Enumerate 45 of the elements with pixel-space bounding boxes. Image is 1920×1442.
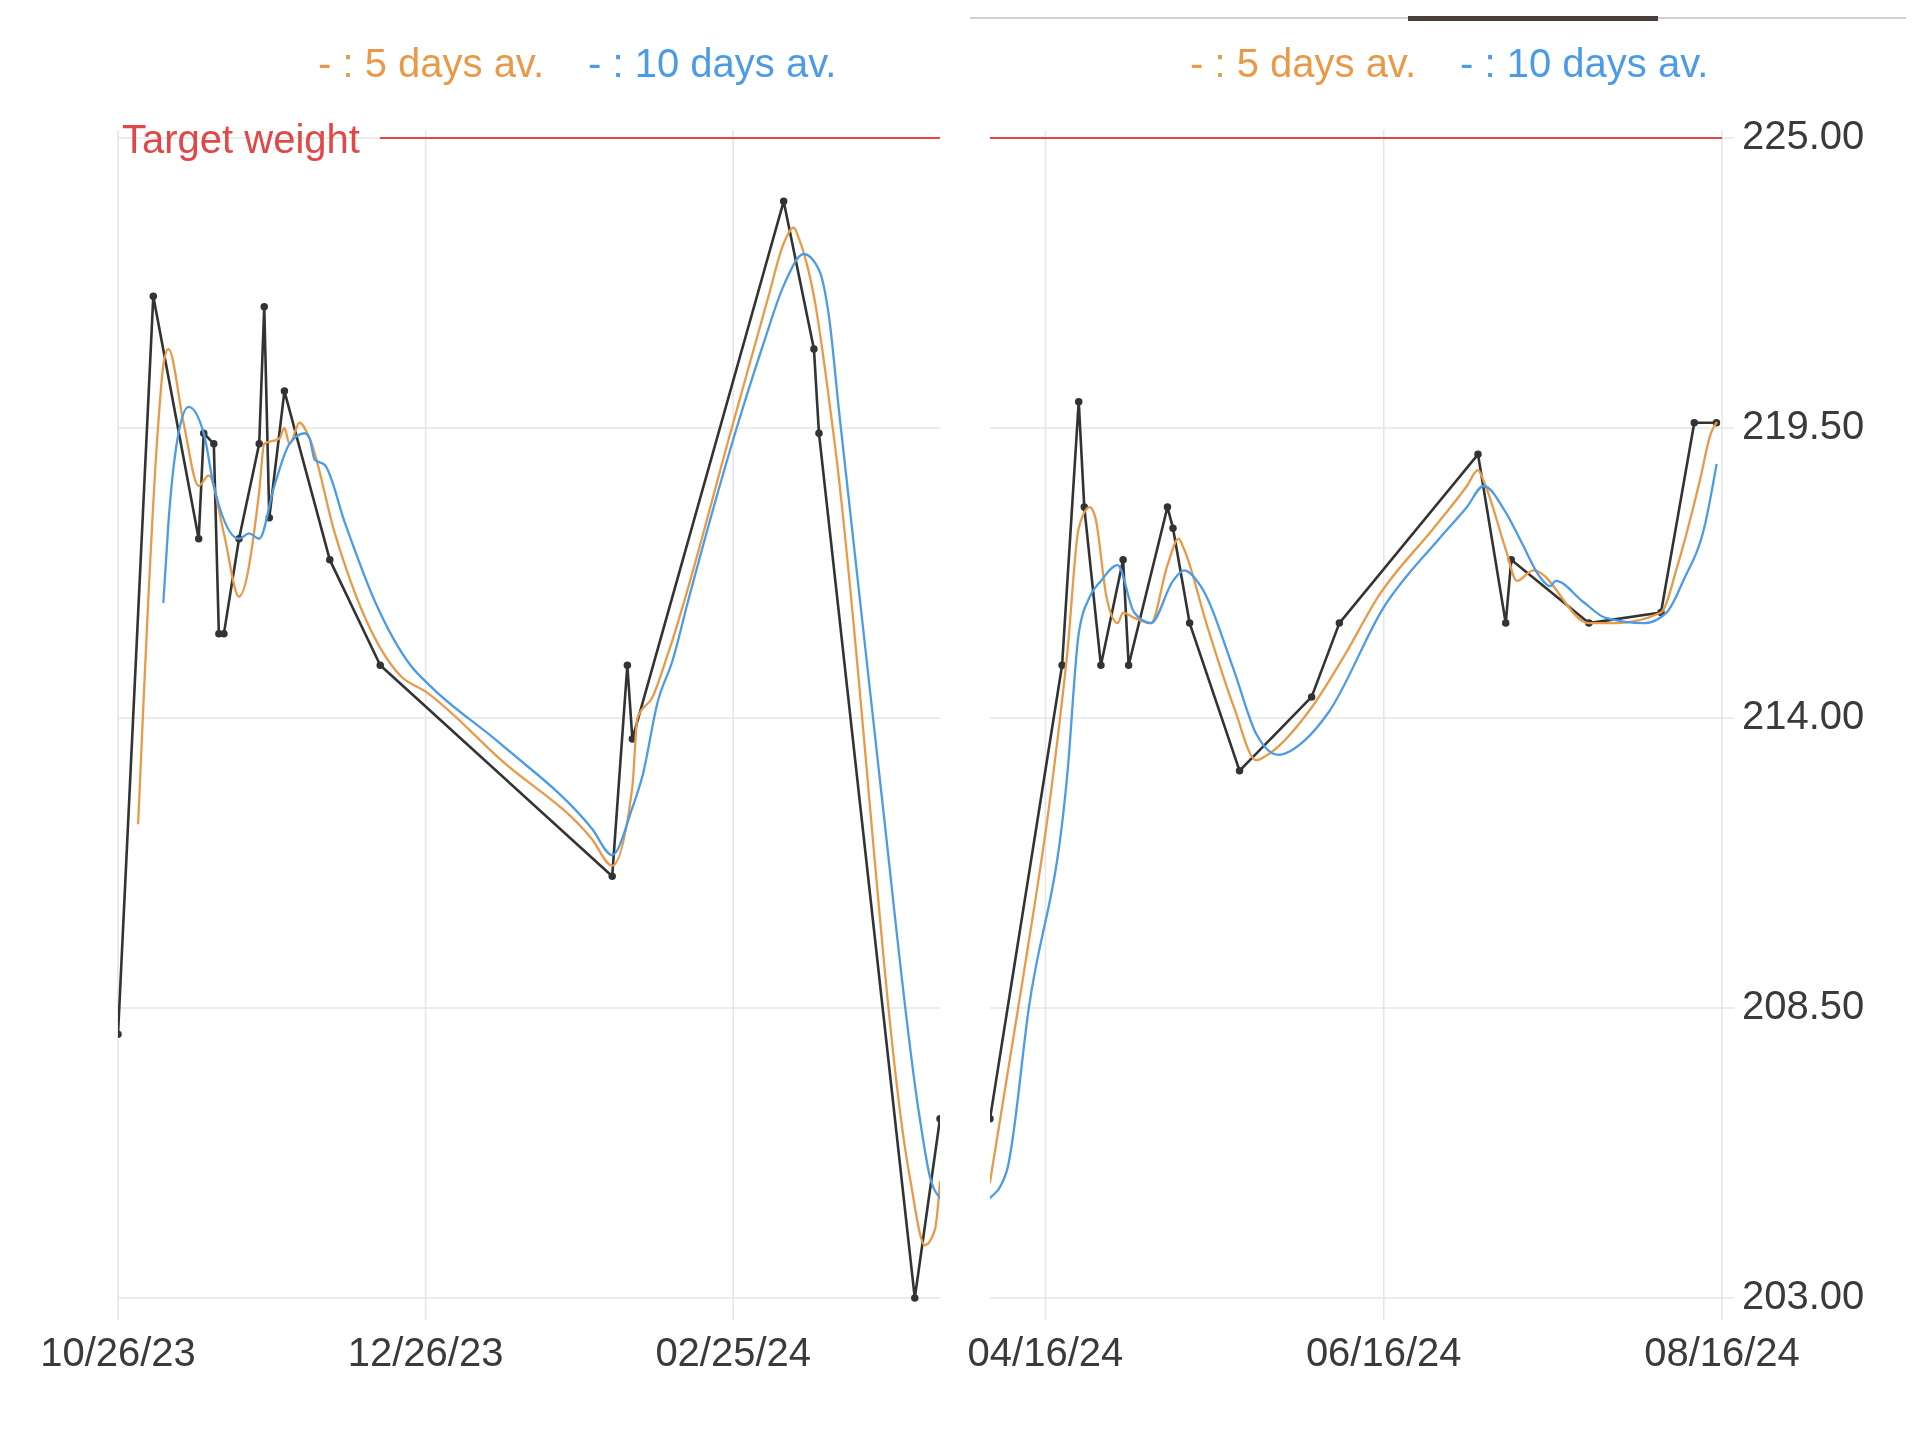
y-tick-label: 208.50 bbox=[1742, 982, 1865, 1027]
point bbox=[1119, 556, 1127, 564]
y-tick-label: 203.00 bbox=[1742, 1272, 1865, 1317]
y-tick-label: 214.00 bbox=[1742, 692, 1865, 737]
x-tick-label: 08/16/24 bbox=[1644, 1330, 1800, 1374]
y-tick-label: 219.50 bbox=[1742, 402, 1865, 447]
y-tick-label: 225.00 bbox=[1742, 112, 1865, 157]
x-tick-label: 04/16/24 bbox=[967, 1330, 1124, 1374]
point bbox=[911, 1294, 919, 1302]
x-tick-label: 06/16/24 bbox=[1305, 1330, 1462, 1374]
point bbox=[220, 629, 228, 638]
x-tick-label: 12/26/23 bbox=[347, 1330, 504, 1374]
point bbox=[1074, 397, 1083, 406]
point bbox=[210, 440, 218, 448]
point bbox=[779, 197, 788, 206]
text: - : 5 days av. bbox=[318, 40, 545, 85]
point bbox=[1124, 661, 1133, 670]
point bbox=[1169, 524, 1177, 532]
point bbox=[1501, 619, 1510, 627]
point bbox=[149, 292, 158, 300]
point bbox=[815, 429, 823, 438]
point bbox=[608, 872, 616, 880]
x-tick-label: 02/25/24 bbox=[655, 1330, 812, 1374]
point bbox=[1163, 503, 1172, 511]
point bbox=[255, 440, 263, 448]
point bbox=[280, 387, 289, 395]
point bbox=[1335, 619, 1344, 627]
point bbox=[1185, 619, 1194, 627]
point bbox=[1058, 661, 1066, 670]
text: - : 10 days av. bbox=[1460, 40, 1709, 85]
point bbox=[1307, 693, 1316, 701]
point bbox=[1097, 661, 1105, 670]
point bbox=[1474, 450, 1482, 459]
text: - : 10 days av. bbox=[588, 40, 837, 85]
x-tick-label: 10/26/23 bbox=[40, 1330, 196, 1374]
point bbox=[1690, 418, 1699, 427]
ref-line-label: Target weight bbox=[122, 116, 360, 161]
point bbox=[810, 345, 818, 353]
text: - : 5 days av. bbox=[1190, 40, 1417, 85]
point bbox=[376, 661, 384, 670]
point bbox=[260, 302, 268, 311]
point bbox=[326, 556, 334, 564]
point bbox=[623, 661, 632, 670]
point bbox=[194, 534, 203, 543]
point bbox=[1235, 766, 1244, 775]
